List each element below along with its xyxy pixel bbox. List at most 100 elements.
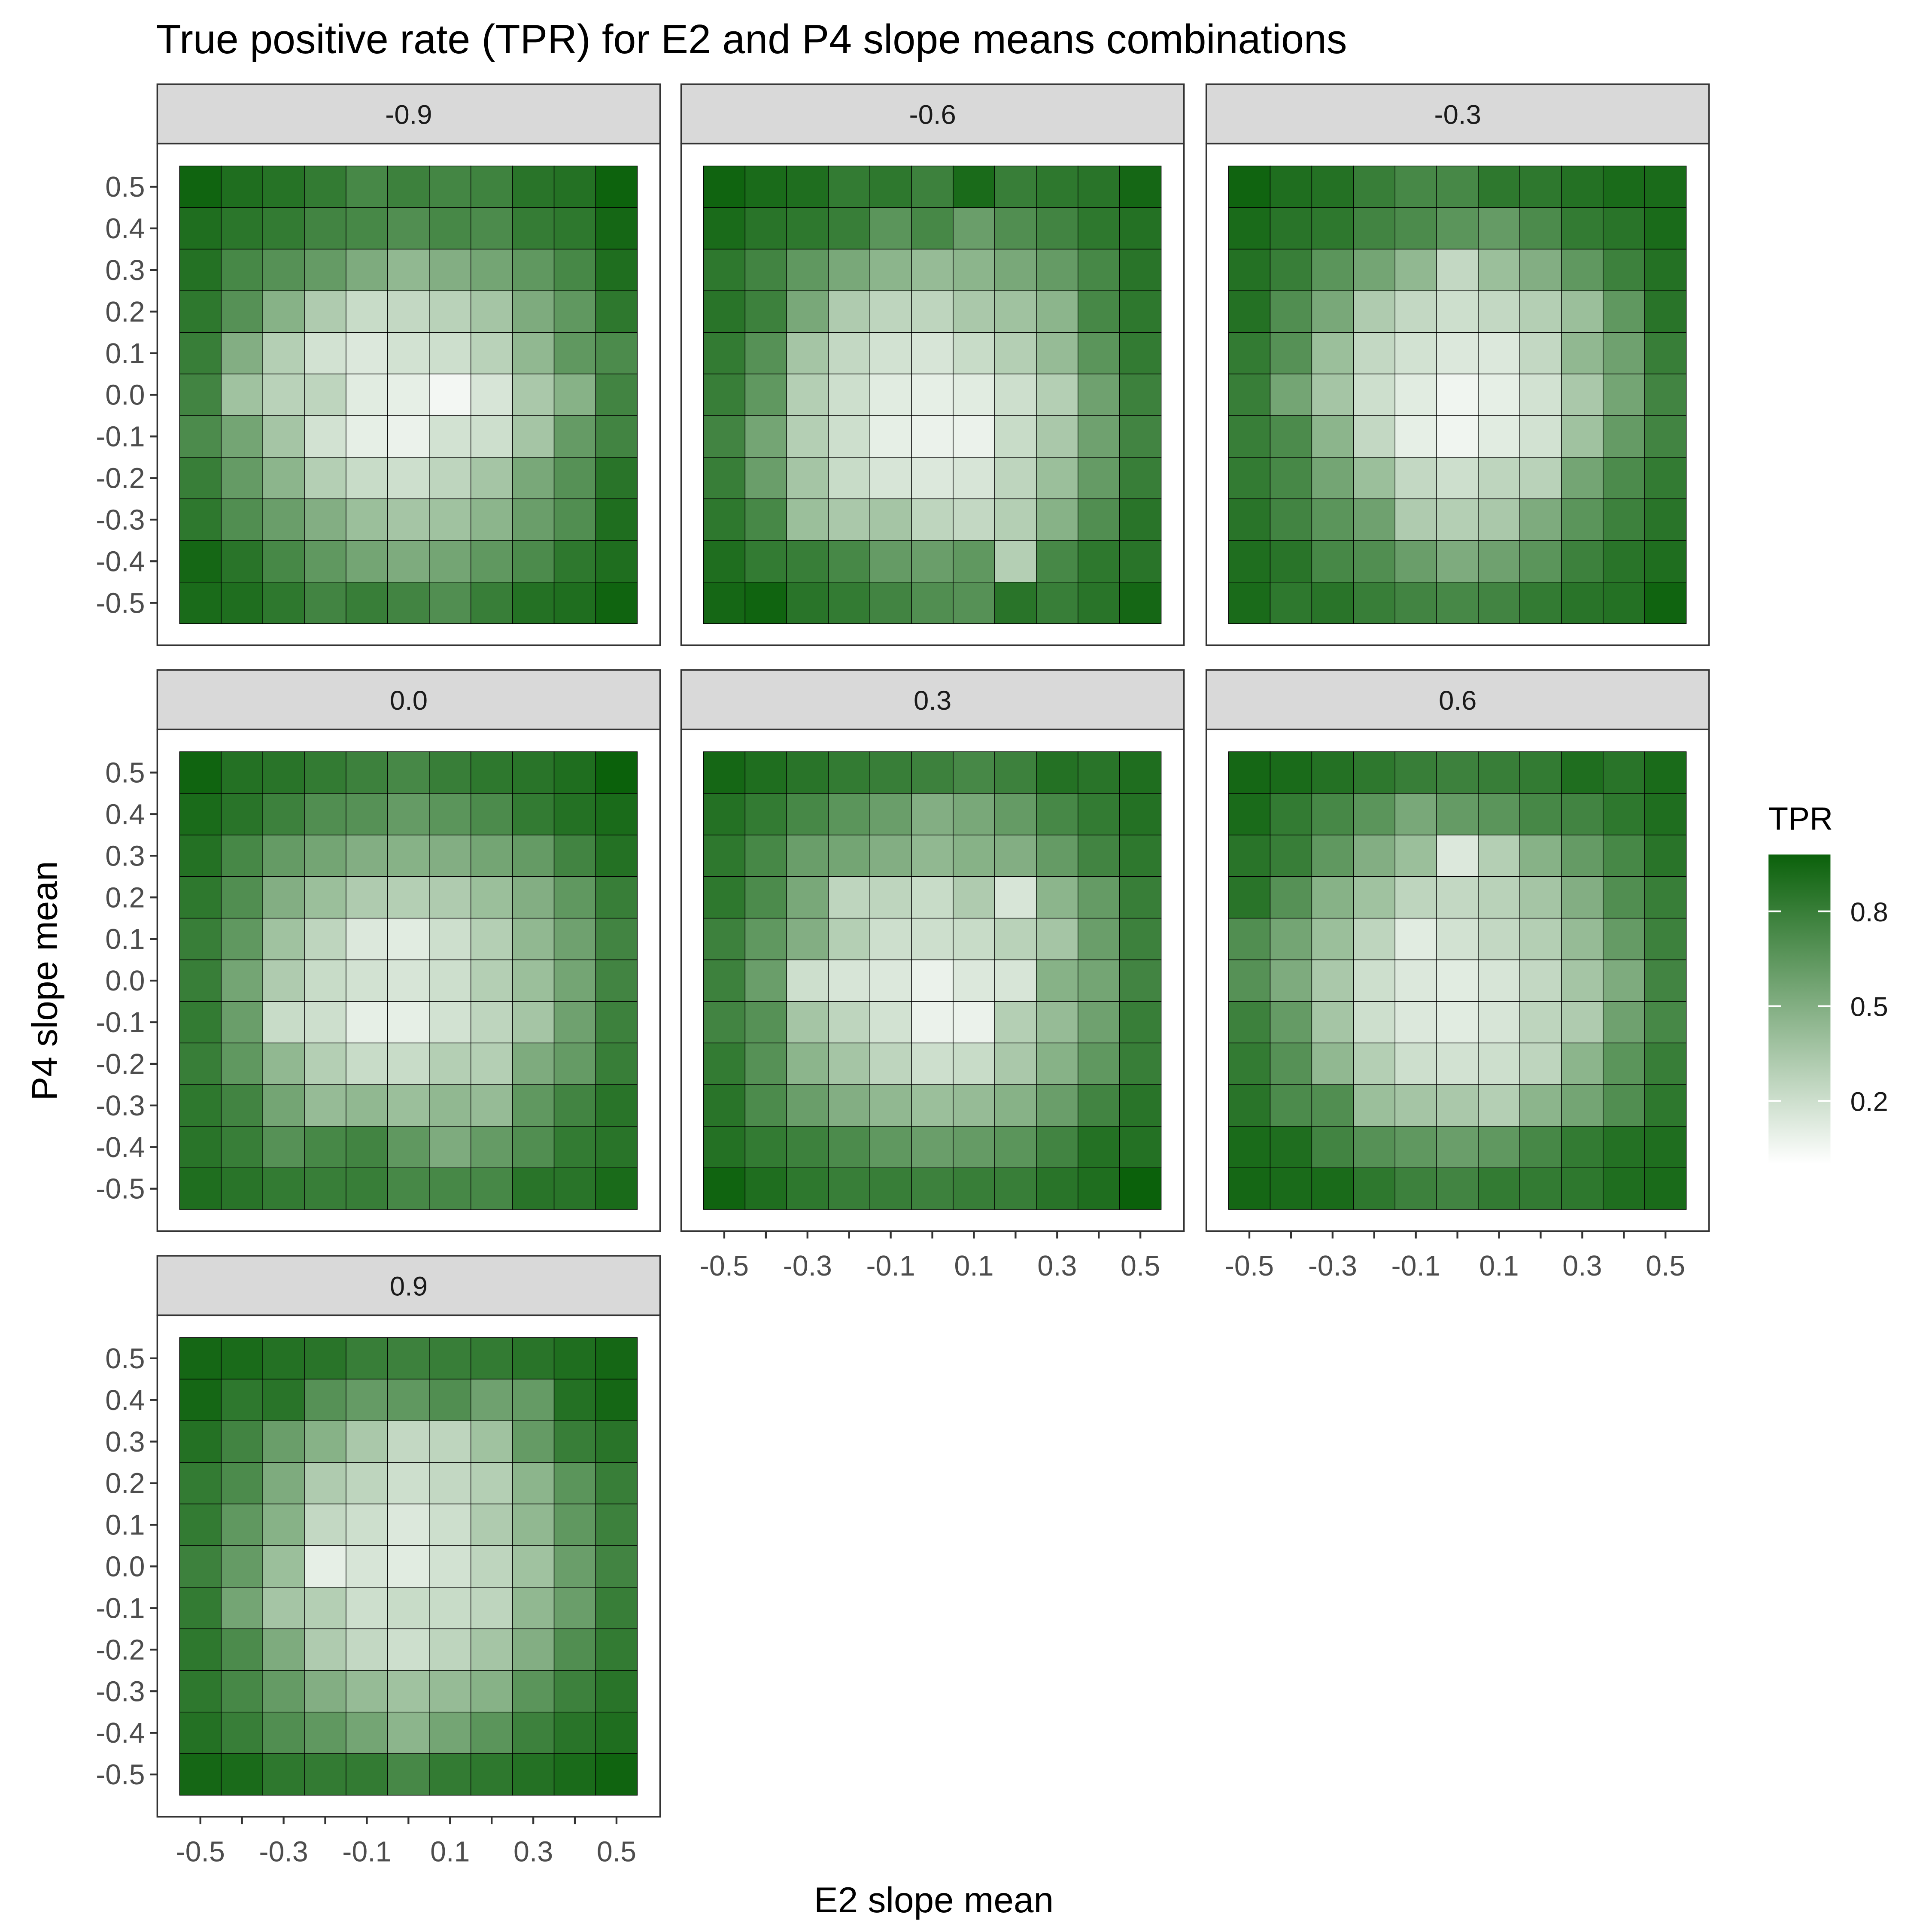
heatmap-cell: [304, 290, 346, 333]
heatmap-cell: [1270, 374, 1312, 416]
heatmap-cell: [471, 1462, 513, 1504]
y-tick-label: 0.4: [105, 213, 145, 245]
heatmap-cell: [1519, 249, 1562, 292]
heatmap-cell: [1078, 1167, 1120, 1210]
heatmap-cell: [1561, 165, 1604, 208]
heatmap-cell: [595, 165, 638, 208]
heatmap-cell: [553, 1126, 596, 1168]
heatmap-cell: [1353, 374, 1395, 416]
heatmap-cell: [387, 1379, 430, 1421]
heatmap-cell: [387, 540, 430, 583]
heatmap-cell: [1561, 917, 1604, 960]
heatmap-cell: [994, 582, 1037, 624]
heatmap-cell: [744, 793, 787, 835]
heatmap-cell: [1394, 582, 1437, 624]
heatmap-cell: [304, 793, 346, 835]
heatmap-cell: [346, 1587, 388, 1629]
y-tick-label: 0.5: [105, 1343, 145, 1375]
heatmap-cell: [429, 793, 471, 835]
heatmap-cell: [221, 1042, 263, 1085]
heatmap-cell: [1603, 1084, 1645, 1127]
heatmap-cell: [1478, 917, 1520, 960]
heatmap-cell: [512, 917, 555, 960]
heatmap-cell: [1311, 290, 1354, 333]
heatmap-cell: [1519, 1001, 1562, 1044]
heatmap-cell: [387, 1711, 430, 1754]
x-tick-label: 0.3: [513, 1836, 553, 1868]
heatmap-cell: [953, 751, 995, 794]
heatmap-cell: [387, 1084, 430, 1127]
heatmap-cell: [1311, 1042, 1354, 1085]
x-tick-label: -0.3: [783, 1250, 832, 1282]
heatmap-cell: [429, 959, 471, 1002]
heatmap-cell: [1519, 582, 1562, 624]
heatmap-cell: [911, 374, 954, 416]
heatmap-cell: [828, 1167, 870, 1210]
heatmap-cell: [869, 751, 912, 794]
heatmap-cell: [1311, 498, 1354, 541]
heatmap-cell: [994, 332, 1037, 374]
heatmap-cell: [1353, 332, 1395, 374]
heatmap-cell: [994, 959, 1037, 1002]
heatmap-cell: [553, 1504, 596, 1546]
heatmap-cell: [1478, 1167, 1520, 1210]
heatmap-cell: [429, 457, 471, 499]
heatmap-cell: [1478, 374, 1520, 416]
heatmap-cell: [1036, 498, 1078, 541]
heatmap-cell: [1036, 415, 1078, 458]
heatmap-cell: [786, 582, 829, 624]
legend-tick-label: 0.8: [1850, 897, 1888, 927]
heatmap-cell: [179, 1084, 222, 1127]
heatmap-cell: [1519, 457, 1562, 499]
heatmap-cell: [387, 835, 430, 877]
heatmap-cell: [1519, 1126, 1562, 1168]
heatmap-cell: [553, 917, 596, 960]
heatmap-cell: [786, 290, 829, 333]
y-tick-label: 0.0: [105, 1551, 145, 1583]
heatmap-cell: [1270, 457, 1312, 499]
heatmap-cell: [471, 1084, 513, 1127]
heatmap-cell: [1078, 917, 1120, 960]
heatmap-cell: [1078, 374, 1120, 416]
heatmap-cell: [221, 1379, 263, 1421]
heatmap-cell: [1436, 959, 1479, 1002]
heatmap-cell: [1644, 959, 1687, 1002]
heatmap-cell: [471, 1711, 513, 1754]
heatmap-cell: [786, 917, 829, 960]
legend-colorbar: [1768, 854, 1831, 1164]
heatmap-cell: [1644, 1042, 1687, 1085]
heatmap-cell: [1078, 1084, 1120, 1127]
heatmap-cell: [429, 1462, 471, 1504]
heatmap-cell: [1119, 835, 1162, 877]
heatmap-cell: [744, 876, 787, 919]
heatmap-cell: [703, 1126, 746, 1168]
heatmap-cell: [1561, 1084, 1604, 1127]
heatmap-cell: [1436, 917, 1479, 960]
heatmap-cell: [1519, 959, 1562, 1002]
heatmap-cell: [346, 249, 388, 292]
x-axis-label: E2 slope mean: [814, 1880, 1054, 1920]
heatmap-cell: [595, 835, 638, 877]
heatmap-cell: [304, 332, 346, 374]
facet-strip-label: -0.9: [385, 100, 432, 130]
heatmap-cell: [221, 457, 263, 499]
heatmap-cell: [1353, 751, 1395, 794]
heatmap-cell: [994, 207, 1037, 250]
heatmap-cell: [346, 876, 388, 919]
heatmap-cell: [1478, 1001, 1520, 1044]
heatmap-cell: [703, 959, 746, 1002]
heatmap-cell: [471, 876, 513, 919]
heatmap-cell: [429, 290, 471, 333]
heatmap-cell: [953, 332, 995, 374]
heatmap-cell: [1561, 457, 1604, 499]
heatmap-cell: [262, 1167, 305, 1210]
heatmap-cell: [1036, 457, 1078, 499]
heatmap-cell: [953, 165, 995, 208]
heatmap-cell: [911, 415, 954, 458]
heatmap-cell: [471, 1628, 513, 1671]
heatmap-cell: [1078, 540, 1120, 583]
heatmap-cell: [1036, 582, 1078, 624]
heatmap-cell: [1036, 1084, 1078, 1127]
heatmap-cell: [1119, 457, 1162, 499]
heatmap-cell: [1478, 1084, 1520, 1127]
